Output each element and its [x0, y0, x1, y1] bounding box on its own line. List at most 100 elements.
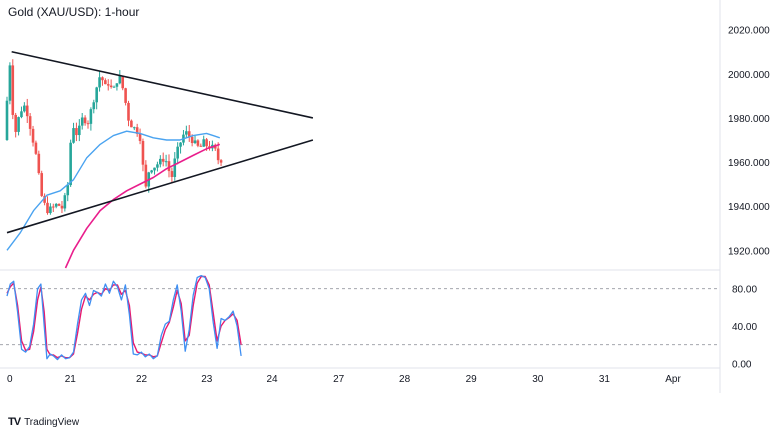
candle-body — [40, 173, 44, 196]
candle-body — [185, 131, 188, 135]
candle-body — [170, 171, 174, 177]
candle-body — [196, 140, 200, 146]
candle-body — [190, 136, 194, 144]
time-tick-label: 29 — [466, 374, 478, 385]
candle-body — [92, 102, 96, 110]
candle-body — [135, 127, 139, 134]
candle-body — [66, 185, 70, 196]
candle-body — [49, 206, 52, 214]
candle-body — [98, 77, 101, 88]
candle-body — [127, 102, 130, 121]
candle-body — [25, 105, 29, 117]
candle-body — [43, 195, 46, 203]
ascending-trendline — [6, 139, 314, 234]
price-tick-label: 1960.000 — [728, 158, 770, 169]
candle-body — [37, 153, 41, 174]
candle-body — [132, 127, 136, 129]
time-tick-label: 27 — [333, 374, 345, 385]
chart-title: Gold (XAU/USD): 1-hour — [8, 5, 140, 19]
candle-body — [75, 128, 78, 136]
candle-body — [138, 133, 142, 141]
candle-body — [109, 85, 113, 88]
candle-body — [176, 146, 179, 159]
candle-body — [20, 111, 23, 118]
stoch-tick-label: 80.00 — [732, 285, 757, 296]
brand-footer: TV TradingView — [8, 416, 79, 428]
price-tick-label: 1940.000 — [728, 202, 770, 213]
candle-body — [14, 114, 17, 132]
candle-body — [115, 83, 119, 87]
price-tick-label: 1920.000 — [728, 246, 770, 257]
candle-body — [124, 88, 127, 103]
stoch-k-line — [6, 274, 242, 361]
candle-body — [199, 145, 203, 147]
time-tick-label: 28 — [399, 374, 411, 385]
price-tick-label: 2000.000 — [728, 70, 770, 81]
time-tick-label: 22 — [136, 374, 148, 385]
candle-body — [156, 164, 159, 168]
candle-body — [57, 203, 61, 206]
candle-body — [187, 131, 191, 137]
brand-label: TradingView — [24, 416, 80, 428]
candle-body — [5, 100, 9, 140]
candle-body — [193, 140, 197, 144]
stoch-d-line — [6, 275, 242, 359]
tradingview-logo-icon: TV — [8, 416, 21, 428]
candle-body — [153, 167, 156, 171]
candle-body — [161, 158, 165, 162]
candle-body — [28, 116, 32, 129]
time-tick-label: 21 — [65, 374, 77, 385]
candle-body — [219, 160, 223, 163]
candle-body — [121, 76, 125, 89]
candle-body — [101, 77, 104, 81]
candle-body — [51, 206, 55, 208]
candle-body — [179, 142, 182, 147]
candle-body — [118, 76, 122, 84]
candle-body — [95, 87, 98, 103]
candle-body — [69, 142, 72, 186]
candle-body — [104, 80, 107, 85]
candle-body — [11, 65, 15, 115]
candle-body — [34, 142, 38, 154]
candle-body — [8, 65, 12, 101]
sma-200-line — [64, 143, 221, 269]
candle-body — [17, 117, 20, 132]
candle-body — [164, 161, 168, 163]
candle-body — [46, 202, 49, 214]
candle-body — [78, 125, 81, 136]
time-tick-label: Apr — [665, 374, 681, 385]
price-tick-label: 1980.000 — [728, 114, 770, 125]
candles-group — [5, 59, 223, 215]
time-tick-label: 30 — [532, 374, 544, 385]
sma-100-line — [6, 130, 221, 251]
price-tick-label: 2020.000 — [728, 26, 770, 37]
candle-body — [106, 84, 110, 86]
candle-body — [31, 128, 35, 143]
candle-body — [167, 161, 171, 172]
candle-body — [144, 164, 148, 187]
candle-body — [216, 148, 220, 161]
time-tick-label: 23 — [201, 374, 213, 385]
candle-body — [205, 139, 208, 147]
candle-body — [159, 158, 162, 165]
candle-body — [141, 140, 145, 165]
stoch-tick-label: 40.00 — [732, 322, 757, 333]
descending-trendline — [11, 50, 314, 119]
stoch-tick-label: 0.00 — [732, 359, 752, 370]
candle-body — [89, 109, 93, 124]
time-tick-label: 0 — [7, 374, 13, 385]
time-tick-label: 31 — [599, 374, 611, 385]
candle-body — [130, 120, 133, 128]
candle-body — [173, 158, 177, 177]
candle-body — [60, 205, 64, 209]
candle-body — [54, 203, 58, 207]
candle-body — [23, 105, 26, 112]
candle-body — [72, 128, 75, 143]
candle-body — [150, 170, 153, 173]
time-tick-label: 24 — [267, 374, 279, 385]
candle-body — [112, 86, 116, 88]
candle-body — [202, 139, 206, 147]
candle-body — [63, 195, 67, 209]
